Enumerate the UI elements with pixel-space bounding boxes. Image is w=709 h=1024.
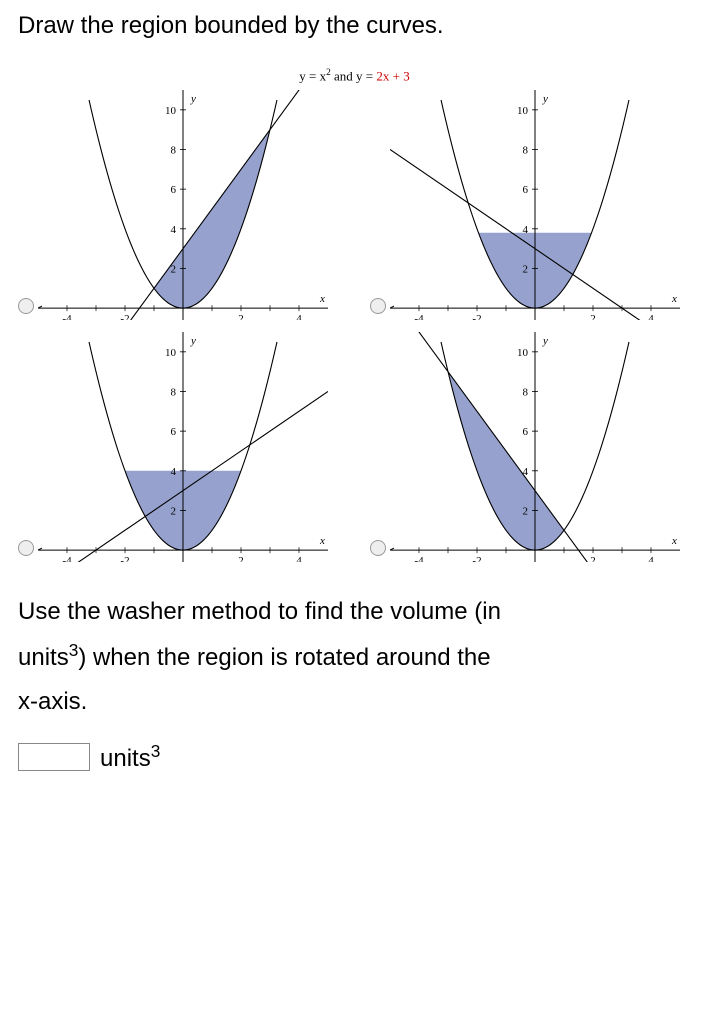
radio-bottom-left[interactable] bbox=[18, 540, 34, 556]
plot-grid: -4 -2 2 4 2 4 6 8 10 x y -4 -2 2 4 2 4 6 8 10 x y -4 -2 2 4 2 4 6 8… bbox=[18, 90, 691, 562]
panel-top-right[interactable]: -4 -2 2 4 2 4 6 8 10 x y bbox=[370, 90, 692, 320]
svg-text:2: 2 bbox=[522, 264, 528, 276]
svg-text:10: 10 bbox=[517, 347, 529, 359]
plot-bottom-right: -4 -2 2 4 2 4 6 8 10 x y bbox=[390, 332, 680, 562]
svg-text:2: 2 bbox=[238, 313, 244, 320]
svg-text:x: x bbox=[671, 293, 677, 305]
svg-text:y: y bbox=[542, 335, 548, 347]
eq-part-1: y = x bbox=[299, 68, 326, 83]
svg-text:4: 4 bbox=[171, 466, 177, 478]
eq-part-2: and y = bbox=[331, 68, 377, 83]
question-text: Draw the region bounded by the curves. bbox=[18, 12, 691, 40]
svg-text:6: 6 bbox=[522, 426, 528, 438]
svg-text:y: y bbox=[190, 335, 196, 347]
svg-text:10: 10 bbox=[165, 347, 177, 359]
chart-equation-title: y = x2 and y = 2x + 3 bbox=[18, 68, 691, 84]
svg-text:4: 4 bbox=[296, 555, 302, 562]
plot-top-right: -4 -2 2 4 2 4 6 8 10 x y bbox=[390, 90, 680, 320]
svg-text:4: 4 bbox=[522, 466, 528, 478]
svg-text:8: 8 bbox=[522, 145, 528, 157]
followup-l3: x-axis. bbox=[18, 688, 87, 715]
svg-text:6: 6 bbox=[171, 426, 177, 438]
followup-l1: Use the washer method to find the volume… bbox=[18, 598, 501, 625]
svg-text:4: 4 bbox=[296, 313, 302, 320]
svg-text:2: 2 bbox=[171, 506, 177, 518]
svg-text:8: 8 bbox=[171, 387, 177, 399]
svg-text:-2: -2 bbox=[472, 313, 481, 320]
panel-bottom-right[interactable]: -4 -2 2 4 2 4 6 8 10 x y bbox=[370, 332, 692, 562]
plot-bottom-left: -4 -2 2 4 2 4 6 8 10 x y bbox=[38, 332, 328, 562]
svg-text:-4: -4 bbox=[62, 555, 72, 562]
followup-l2a: units bbox=[18, 644, 69, 671]
svg-text:-2: -2 bbox=[120, 313, 129, 320]
svg-text:6: 6 bbox=[522, 184, 528, 196]
svg-text:x: x bbox=[671, 535, 677, 547]
svg-text:4: 4 bbox=[171, 224, 177, 236]
units-sup: 3 bbox=[151, 741, 161, 761]
svg-text:8: 8 bbox=[171, 145, 177, 157]
eq-red: 2x + 3 bbox=[376, 68, 409, 83]
svg-text:y: y bbox=[542, 93, 548, 105]
panel-bottom-left[interactable]: -4 -2 2 4 2 4 6 8 10 x y bbox=[18, 332, 340, 562]
svg-text:4: 4 bbox=[522, 224, 528, 236]
svg-text:x: x bbox=[319, 535, 325, 547]
svg-text:8: 8 bbox=[522, 387, 528, 399]
answer-input[interactable] bbox=[18, 743, 90, 771]
svg-text:2: 2 bbox=[238, 555, 244, 562]
svg-text:6: 6 bbox=[171, 184, 177, 196]
followup-text: Use the washer method to find the volume… bbox=[18, 590, 691, 724]
radio-bottom-right[interactable] bbox=[370, 540, 386, 556]
followup-l2sup: 3 bbox=[69, 640, 79, 660]
svg-text:-4: -4 bbox=[62, 313, 72, 320]
radio-top-right[interactable] bbox=[370, 298, 386, 314]
svg-text:-2: -2 bbox=[120, 555, 129, 562]
svg-text:4: 4 bbox=[648, 555, 654, 562]
units-text: units bbox=[100, 745, 151, 772]
radio-top-left[interactable] bbox=[18, 298, 34, 314]
svg-text:y: y bbox=[190, 93, 196, 105]
svg-text:4: 4 bbox=[648, 313, 654, 320]
units-label: units3 bbox=[100, 741, 160, 773]
plot-top-left: -4-224246810xy bbox=[38, 90, 328, 320]
svg-text:-4: -4 bbox=[414, 313, 424, 320]
answer-row: units3 bbox=[18, 741, 691, 773]
panel-top-left[interactable]: -4-224246810xy bbox=[18, 90, 340, 320]
svg-text:10: 10 bbox=[517, 105, 529, 117]
svg-text:-2: -2 bbox=[472, 555, 481, 562]
svg-text:10: 10 bbox=[165, 105, 177, 117]
followup-l2b: ) when the region is rotated around the bbox=[78, 644, 490, 671]
svg-text:-4: -4 bbox=[414, 555, 424, 562]
svg-text:x: x bbox=[319, 293, 325, 305]
svg-text:2: 2 bbox=[590, 313, 596, 320]
svg-text:2: 2 bbox=[522, 506, 528, 518]
svg-text:2: 2 bbox=[590, 555, 596, 562]
